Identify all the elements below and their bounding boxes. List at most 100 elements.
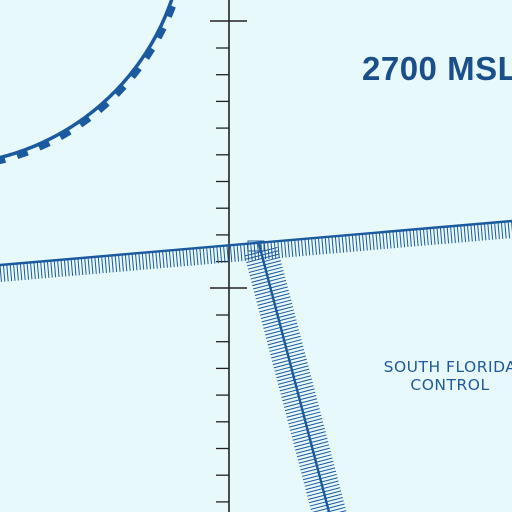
boundary-hatch [151,251,155,269]
airspace-name-label: SOUTH FLORIDA CONTROL [375,358,512,394]
boundary-hatch [297,239,301,257]
boundary-hatch [473,224,477,242]
boundary-hatch [307,487,341,497]
boundary-hatch [212,246,216,264]
boundary-hatch [63,259,67,277]
boundary-hatch [500,221,504,239]
boundary-hatch [57,260,60,278]
boundary-hatch [168,250,172,268]
boundary-hatch [507,221,511,239]
arc-dash [113,83,127,97]
boundary-hatch [219,246,223,264]
boundary-hatch [274,362,308,372]
boundary-hatch [265,329,300,339]
boundary-hatch [43,261,46,279]
boundary-hatch [301,464,335,474]
boundary-hatch [189,248,192,266]
arc-dash [0,155,6,165]
boundary-hatch [286,408,320,418]
boundary-hatch [256,293,290,303]
boundary-hatch [148,252,152,270]
boundary-hatch [185,248,189,266]
boundary-hatch [250,269,284,280]
boundary-hatch [46,260,50,278]
boundary-hatch [158,251,162,269]
boundary-hatch [266,332,300,343]
boundary-hatch [245,250,279,260]
boundary-hatch [436,227,439,245]
arc-dash [155,26,167,40]
boundary-hatch [294,239,297,257]
boundary-hatch [490,222,494,240]
boundary-hatch [450,226,453,244]
boundary-hatch [453,225,456,243]
boundary-hatch [378,232,382,250]
boundary-hatch [155,251,158,269]
boundary-hatch [275,365,309,375]
boundary-hatch [249,266,283,277]
boundary-hatch [271,348,305,359]
boundary-hatch [260,309,294,320]
boundary-hatch [317,237,321,255]
boundary-hatch [494,222,497,240]
boundary-hatch [298,454,332,464]
boundary-hatch [280,240,284,258]
boundary-hatch [114,255,118,273]
arc-line [0,0,174,160]
boundary-hatch [372,232,375,250]
boundary-hatch [216,246,219,264]
boundary-hatch [195,248,199,266]
boundary-hatch [287,411,321,422]
boundary-hatch [281,388,315,398]
boundary-hatch [248,263,282,273]
boundary-hatch [19,263,23,281]
boundary-hatch [283,398,318,408]
boundary-hatch [294,437,328,448]
boundary-hatch [101,256,104,274]
boundary-hatch [429,227,433,246]
boundary-hatch [412,229,416,247]
boundary-hatch [272,355,306,366]
boundary-hatch [283,394,317,405]
boundary-hatch [296,447,331,458]
boundary-hatch [288,414,322,425]
boundary-hatch [312,503,345,512]
boundary-hatch [439,227,443,245]
boundary-hatch [477,223,480,241]
boundary-hatch [131,253,135,271]
boundary-hatch [179,249,182,267]
boundary-hatch [209,246,212,264]
boundary-hatch [308,493,343,504]
arc-dash [58,128,72,140]
boundary-hatch [277,375,312,385]
boundary-hatch [162,250,165,269]
boundary-hatch [192,248,196,266]
boundary-hatch [282,391,316,402]
boundary-hatch [311,238,314,256]
boundary-hatch [291,427,325,438]
boundary-hatch [175,249,179,267]
boundary-hatch [138,253,141,271]
boundary-hatch [94,256,97,274]
boundary-hatch [264,322,298,333]
boundary-hatch [252,276,286,287]
boundary-hatch [302,467,336,477]
boundary-hatch [308,490,342,500]
boundary-hatch [236,244,240,262]
boundary-hatch [259,302,293,313]
boundary-hatch [277,241,280,259]
arc-dash [129,65,142,80]
boundary-hatch [324,237,328,255]
boundary-hatch [124,254,128,272]
boundary-hatch [292,431,326,441]
boundary-hatch [26,262,30,280]
airspace-name-line-1: SOUTH FLORIDA [383,358,512,376]
boundary-hatch [480,223,483,241]
boundary-hatch [233,244,236,262]
boundary-hatch [0,264,2,282]
boundary-hatch [289,421,324,431]
boundary-hatch [365,233,368,251]
boundary-hatch [284,240,287,258]
boundary-hatch [392,231,395,249]
boundary-hatch [226,245,229,263]
